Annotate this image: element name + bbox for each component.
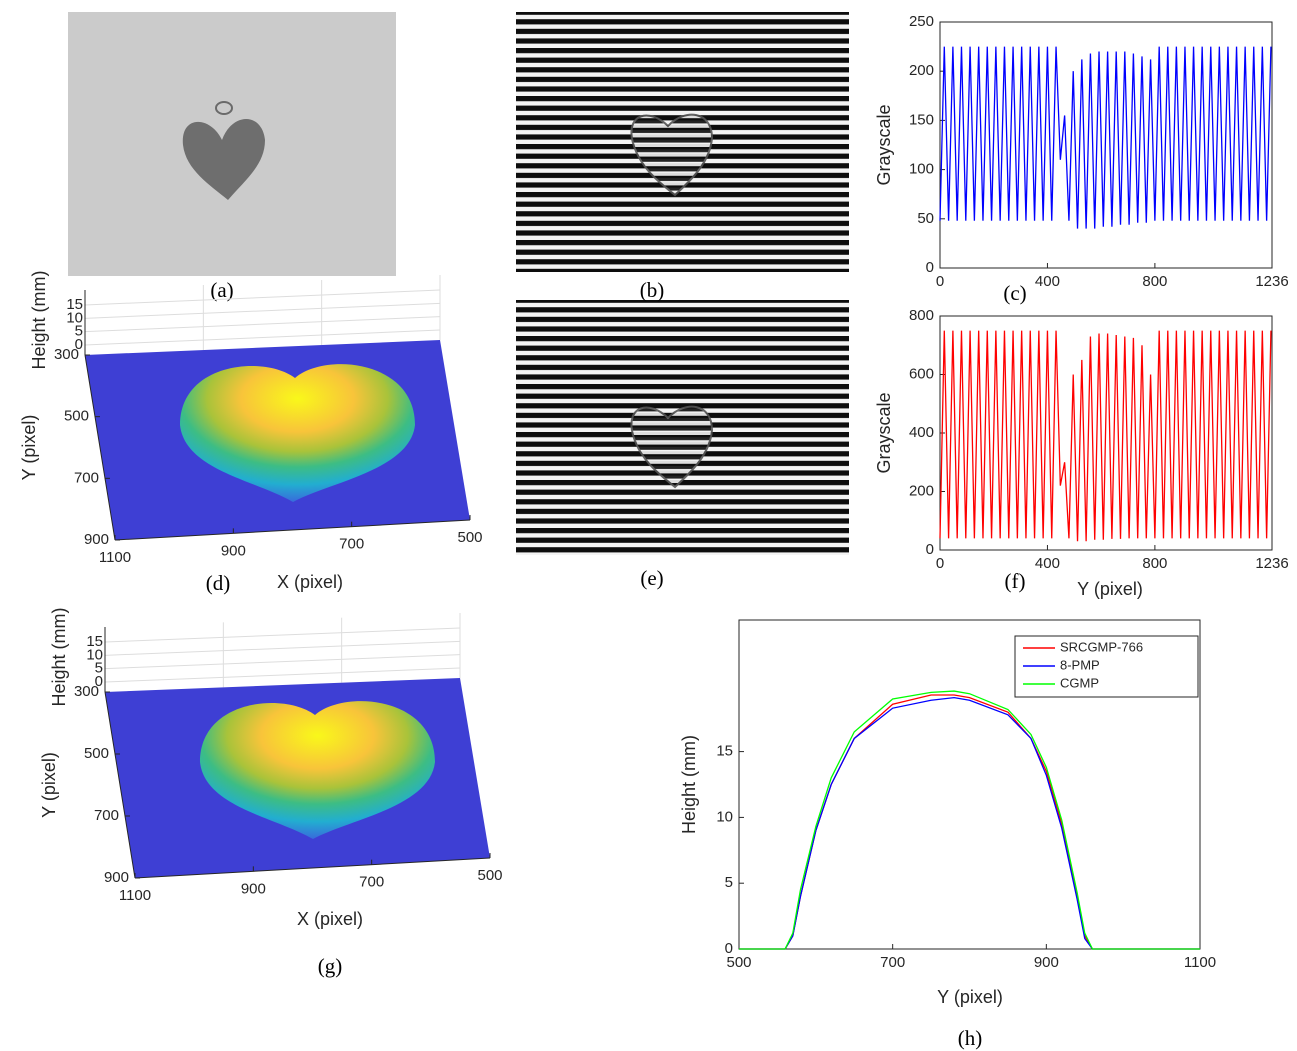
y-tick-label: 700: [94, 807, 119, 824]
x-tick-label: 1100: [99, 549, 131, 566]
y-tick-label: 900: [104, 869, 129, 886]
fringe-heart: [630, 113, 714, 197]
y-axis-label: Y (pixel): [39, 752, 59, 818]
x-tick-label: 1100: [119, 887, 151, 904]
y-tick-label: 0: [725, 940, 733, 957]
y-tick-label: 150: [909, 111, 934, 128]
y-axis-label: Height (mm): [679, 735, 699, 834]
caption: (a): [210, 278, 233, 302]
y-tick-label: 800: [909, 307, 934, 324]
axis-line: [84, 354, 116, 541]
caption: (b): [640, 278, 665, 302]
series-line: [939, 46, 1272, 229]
y-tick-label: 5: [725, 874, 733, 891]
y-tick-label: 50: [917, 210, 934, 227]
y-tick-label: 200: [909, 62, 934, 79]
fringe-heart: [630, 405, 714, 489]
x-tick-label: 1236: [1255, 273, 1288, 290]
axis-line: [114, 519, 471, 541]
caption: (e): [640, 566, 663, 590]
grid-line: [84, 289, 441, 306]
y-tick-label: 300: [54, 346, 79, 363]
z-tick-label: 10: [66, 309, 83, 326]
x-tick-label: 900: [241, 880, 266, 897]
x-axis-label: Y (pixel): [937, 987, 1003, 1007]
y-tick-label: 700: [74, 469, 99, 486]
x-tick-label: 800: [1142, 273, 1167, 290]
y-tick-label: 0: [926, 259, 934, 276]
x-tick-label: 400: [1035, 555, 1060, 572]
x-axis-label: X (pixel): [277, 572, 343, 592]
y-tick-label: 500: [84, 745, 109, 762]
x-tick-label: 700: [359, 874, 384, 891]
z-tick-label: 10: [86, 646, 103, 663]
series-line: [739, 696, 1200, 950]
y-tick-label: 15: [716, 743, 733, 760]
axis-line: [134, 857, 491, 879]
y-tick-label: 200: [909, 482, 934, 499]
caption: (f): [1005, 569, 1026, 593]
surface-heart: [200, 701, 435, 839]
y-tick-label: 500: [64, 408, 89, 425]
series-line: [739, 690, 1200, 950]
grid-line: [84, 316, 441, 333]
heart-object: [182, 119, 265, 200]
x-tick-label: 700: [339, 536, 364, 553]
x-tick-label: 400: [1035, 273, 1060, 290]
y-tick-label: 900: [84, 531, 109, 548]
y-axis-label: Grayscale: [874, 104, 894, 185]
caption: (d): [206, 571, 231, 595]
x-tick-label: 900: [221, 542, 246, 559]
z-tick-label: 5: [95, 660, 103, 677]
x-tick-label: 500: [726, 954, 751, 971]
grid-line: [104, 627, 461, 643]
heart-loop: [215, 101, 233, 115]
x-tick-label: 0: [936, 273, 944, 290]
grid-line: [84, 329, 441, 346]
z-axis-label: Height (mm): [49, 607, 69, 706]
surface-heart: [180, 364, 415, 502]
y-tick-label: 100: [909, 161, 934, 178]
y-tick-label: 300: [74, 683, 99, 700]
legend-label: SRCGMP-766: [1060, 639, 1143, 654]
caption: (g): [318, 954, 343, 978]
x-tick-label: 1236: [1255, 555, 1288, 572]
y-tick-label: 10: [716, 808, 733, 825]
x-tick-label: 800: [1142, 555, 1167, 572]
grid-line: [104, 667, 461, 683]
y-tick-label: 400: [909, 424, 934, 441]
z-axis-label: Height (mm): [29, 270, 49, 369]
caption: (h): [958, 1026, 983, 1050]
x-tick-label: 900: [1034, 954, 1059, 971]
z-tick-label: 5: [75, 323, 83, 340]
y-axis-label: Y (pixel): [19, 415, 39, 481]
z-tick-label: 15: [86, 633, 103, 650]
y-tick-label: 0: [926, 541, 934, 558]
legend-label: CGMP: [1060, 675, 1099, 690]
z-tick-label: 15: [66, 296, 83, 313]
x-tick-label: 0: [936, 555, 944, 572]
x-tick-label: 500: [457, 529, 482, 546]
y-axis-label: Grayscale: [874, 392, 894, 473]
legend-label: 8-PMP: [1060, 657, 1100, 672]
x-axis-label: Y (pixel): [1077, 579, 1143, 599]
y-tick-label: 600: [909, 365, 934, 382]
axis-line: [104, 691, 136, 879]
series-line: [939, 330, 1272, 542]
z-tick-label: 0: [75, 336, 83, 353]
x-tick-label: 700: [880, 954, 905, 971]
y-tick-label: 250: [909, 13, 934, 30]
grid-line: [84, 302, 441, 319]
x-tick-label: 1100: [1184, 954, 1216, 971]
caption: (c): [1003, 281, 1026, 305]
x-axis-label: X (pixel): [297, 909, 363, 929]
grid-line: [104, 640, 461, 656]
x-tick-label: 500: [477, 867, 502, 884]
grid-line: [104, 654, 461, 670]
z-tick-label: 0: [95, 673, 103, 690]
